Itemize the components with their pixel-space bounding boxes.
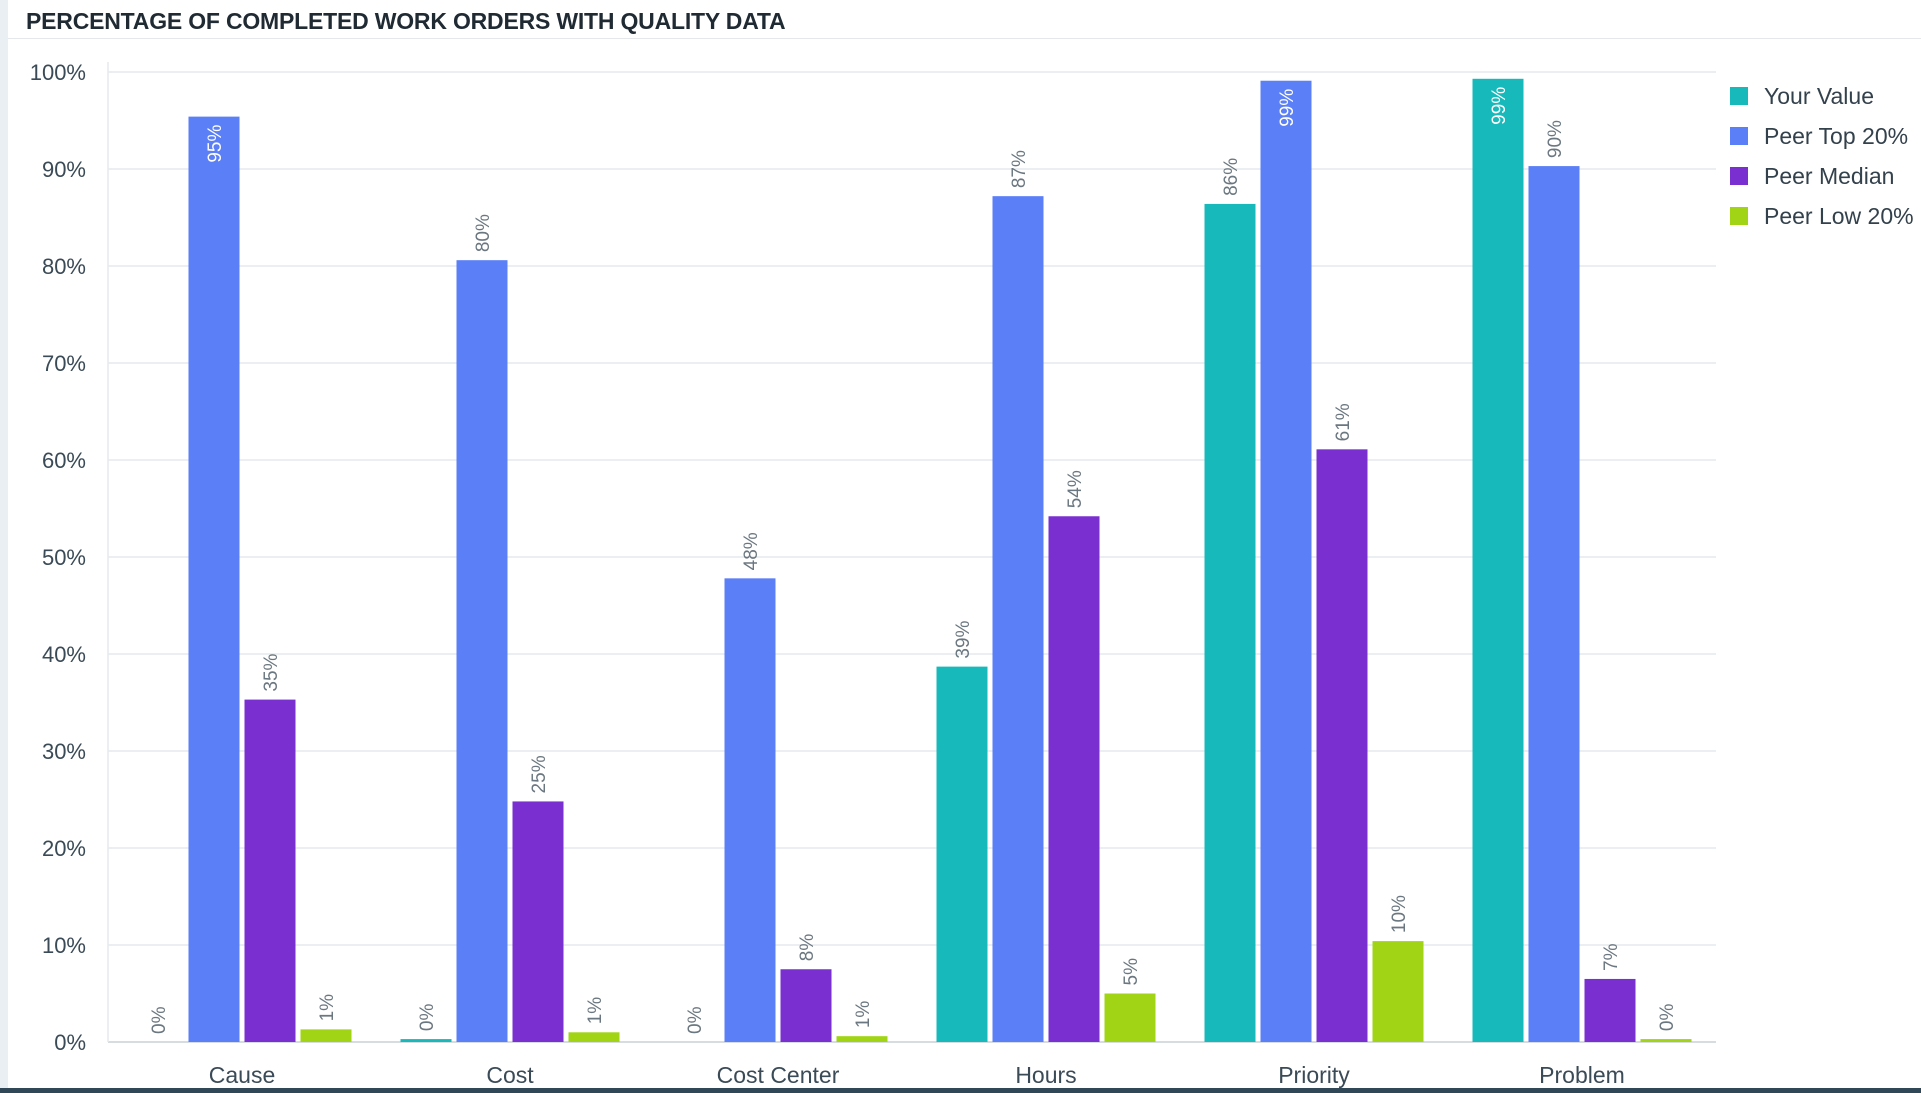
bar [936,666,988,1042]
bar-value-label: 7% [1601,943,1622,971]
bar [568,1032,620,1042]
x-category-label: Cause [209,1062,275,1088]
y-tick-label: 0% [54,1030,86,1055]
bar-value-label: 48% [741,532,762,570]
bar [724,578,776,1042]
bar-value-label: 1% [853,1001,874,1029]
legend-item[interactable]: Peer Low 20% [1730,196,1914,236]
bar-value-label: 0% [149,1006,170,1034]
bar-value-label: 0% [417,1004,438,1032]
bar-value-label: 8% [797,934,818,962]
bar [780,969,832,1042]
bar-value-label: 95% [205,125,226,163]
bar [244,699,296,1042]
bar-value-label: 90% [1545,120,1566,158]
bar-value-label: 25% [529,755,550,793]
bar-value-label: 1% [317,994,338,1022]
bar-value-label: 39% [953,620,974,658]
chart-legend: Your Value Peer Top 20% Peer Median Peer Lo… [1730,76,1914,236]
bar [836,1036,888,1042]
legend-label: Peer Top 20% [1764,122,1909,149]
bar [456,260,508,1042]
bar [1528,166,1580,1043]
legend-label: Peer Low 20% [1764,202,1914,229]
y-tick-label: 90% [42,157,86,182]
y-tick-label: 50% [42,545,86,570]
y-tick-label: 20% [42,836,86,861]
bar [300,1029,352,1042]
bar [400,1039,452,1042]
bar-value-label: 80% [473,214,494,252]
y-tick-label: 10% [42,933,86,958]
legend-swatch [1730,87,1748,105]
bar [1316,449,1368,1043]
bottom-border [0,1088,1921,1093]
bar [1048,516,1100,1042]
x-category-label: Priority [1278,1062,1350,1088]
x-category-label: Cost Center [717,1062,840,1088]
chart-title: PERCENTAGE OF COMPLETED WORK ORDERS WITH… [26,8,786,34]
bar [1372,941,1424,1042]
bar [1472,78,1524,1043]
y-tick-label: 80% [42,254,86,279]
y-tick-label: 60% [42,448,86,473]
bar-value-label: 5% [1121,958,1142,986]
y-tick-label: 30% [42,739,86,764]
bar [992,196,1044,1042]
legend-label: Your Value [1764,82,1874,109]
bar-value-label: 87% [1009,150,1030,188]
bar-value-label: 0% [1657,1004,1678,1032]
bar [1204,203,1256,1043]
bar-value-label: 54% [1065,470,1086,508]
bar [512,801,564,1042]
legend-swatch [1730,127,1748,145]
y-tick-label: 40% [42,642,86,667]
header-divider [8,38,1921,39]
bar-value-label: 61% [1333,403,1354,441]
legend-item[interactable]: Peer Median [1730,156,1914,196]
legend-label: Peer Median [1764,162,1895,189]
bar [1584,978,1636,1042]
bar [1104,993,1156,1042]
bar-value-label: 99% [1277,89,1298,127]
y-tick-label: 70% [42,351,86,376]
bar [188,116,240,1043]
bar-value-label: 0% [685,1006,706,1034]
legend-swatch [1730,207,1748,225]
legend-item[interactable]: Your Value [1730,76,1914,116]
x-category-label: Problem [1539,1062,1625,1088]
bar [1640,1039,1692,1042]
bar-value-label: 1% [585,997,606,1025]
bar-value-label: 86% [1221,158,1242,196]
bar-value-label: 10% [1389,895,1410,933]
legend-swatch [1730,167,1748,185]
bar [1260,80,1312,1043]
x-category-label: Hours [1015,1062,1076,1088]
legend-item[interactable]: Peer Top 20% [1730,116,1914,156]
bar-value-label: 35% [261,653,282,691]
bar-value-label: 99% [1489,87,1510,125]
x-category-label: Cost [486,1062,534,1088]
y-tick-label: 100% [30,60,86,85]
